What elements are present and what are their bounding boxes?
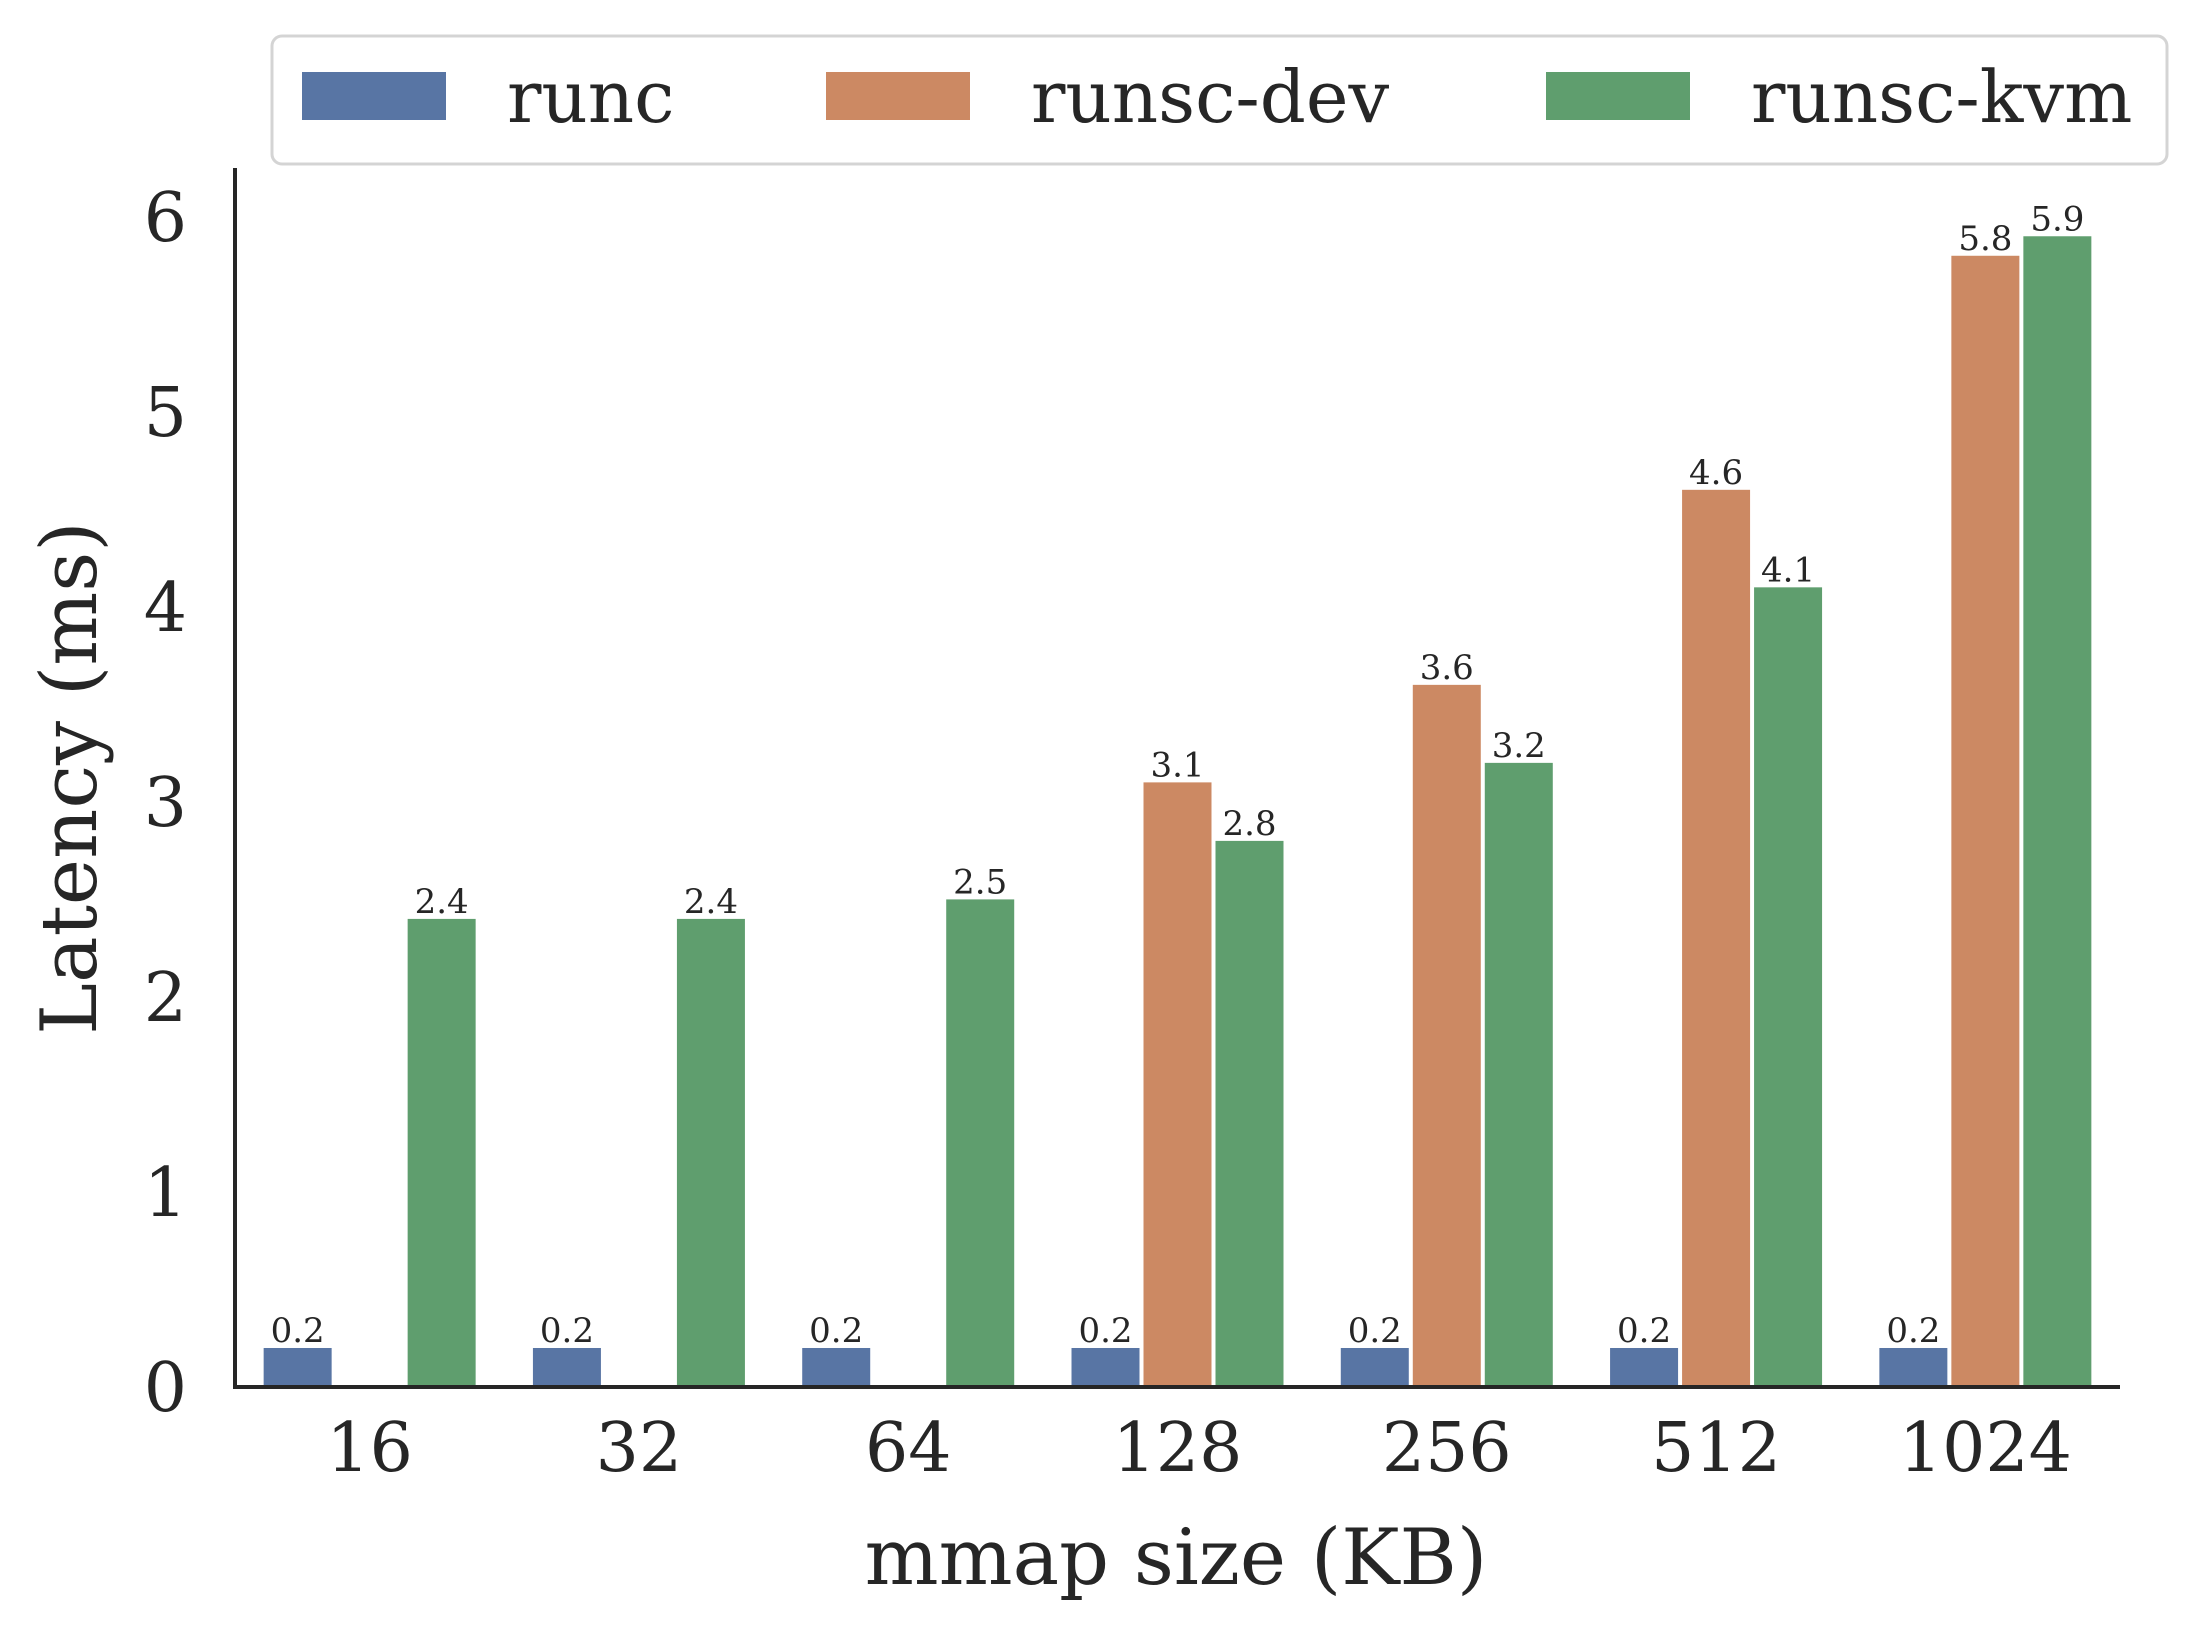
bar-runsc-dev-512 [1682,489,1751,1387]
axes-layer [233,168,2120,1389]
bar-runc-256 [1340,1347,1409,1387]
bar-value-label: 0.2 [809,1311,863,1351]
legend-entry-runsc-dev: runsc-dev [826,55,1389,139]
x-tick-label: 1024 [1899,1409,2072,1488]
bar-labels-layer: 0.2 2.4 0.2 2.4 0.2 2.5 0.2 3.1 2.8 0.2 3.6 3.2 0.2 4… [271,199,2085,1351]
bar-value-label: 3.6 [1420,648,1474,688]
bar-value-label: 5.8 [1958,219,2012,259]
bar-runsc-kvm-128 [1215,840,1284,1387]
x-tick-label: 32 [596,1409,683,1488]
bar-value-label: 0.2 [540,1311,594,1351]
bar-runsc-kvm-256 [1484,762,1553,1387]
bar-value-label: 0.2 [1617,1311,1671,1351]
legend-swatch [1546,72,1690,120]
bar-runc-16 [263,1347,332,1387]
bar-runc-512 [1610,1347,1679,1387]
bar-runsc-kvm-16 [407,918,476,1387]
legend-swatch [826,72,970,120]
bar-runsc-kvm-64 [946,899,1015,1387]
x-tick-label: 64 [865,1409,952,1488]
y-tick-label: 6 [144,179,187,258]
bar-value-label: 2.4 [415,882,469,922]
legend-swatch [302,72,446,120]
bar-runc-128 [1071,1347,1140,1387]
x-tick-label: 512 [1651,1409,1781,1488]
y-tick-label: 5 [144,374,187,453]
bar-runc-32 [532,1347,601,1387]
bar-value-label: 0.2 [271,1311,325,1351]
y-tick-label: 0 [144,1349,187,1428]
legend-label: runsc-kvm [1751,55,2132,139]
y-tick-label: 2 [144,959,187,1038]
bar-value-label: 2.5 [953,862,1007,902]
bar-runsc-kvm-512 [1754,587,1823,1387]
bars-layer [263,236,2092,1387]
bar-value-label: 3.2 [1492,726,1546,766]
legend-label: runsc-dev [1031,55,1389,139]
bar-runsc-dev-256 [1412,684,1481,1387]
legend-frame [270,34,2169,166]
legend: runc runsc-dev runsc-kvm [270,34,2169,166]
bar-runsc-kvm-1024 [2023,236,2092,1387]
x-tick-label: 16 [326,1409,413,1488]
bar-runsc-dev-128 [1143,782,1212,1387]
legend-entries: runc runsc-dev runsc-kvm [302,55,2132,139]
bar-value-label: 0.2 [1886,1311,1940,1351]
bar-value-label: 3.1 [1150,745,1204,785]
legend-entry-runc: runc [302,55,674,139]
legend-entry-runsc-kvm: runsc-kvm [1546,55,2132,139]
bar-runsc-dev-1024 [1951,255,2020,1387]
y-tick-label: 3 [144,764,187,843]
y-tick-label: 1 [144,1154,187,1233]
y-tick-label: 4 [144,569,187,648]
bar-value-label: 0.2 [1078,1311,1132,1351]
bar-value-label: 2.8 [1222,804,1276,844]
bar-value-label: 4.6 [1689,453,1743,493]
x-axis-title: mmap size (KB) [865,1513,1488,1603]
bar-value-label: 2.4 [684,882,738,922]
y-axis-title: Latency (ms) [25,521,115,1034]
x-tick-label: 128 [1113,1409,1243,1488]
bar-value-label: 0.2 [1348,1311,1402,1351]
x-tick-label: 256 [1382,1409,1512,1488]
bar-runc-64 [802,1347,871,1387]
bar-runc-1024 [1879,1347,1948,1387]
ticks-layer: 0 1 2 3 4 5 6 16 32 64 128 256 512 1024 [144,179,2072,1488]
bar-value-label: 5.9 [2030,199,2084,239]
legend-label: runc [507,55,674,139]
bar-value-label: 4.1 [1761,550,1815,590]
bar-runsc-kvm-32 [676,918,745,1387]
